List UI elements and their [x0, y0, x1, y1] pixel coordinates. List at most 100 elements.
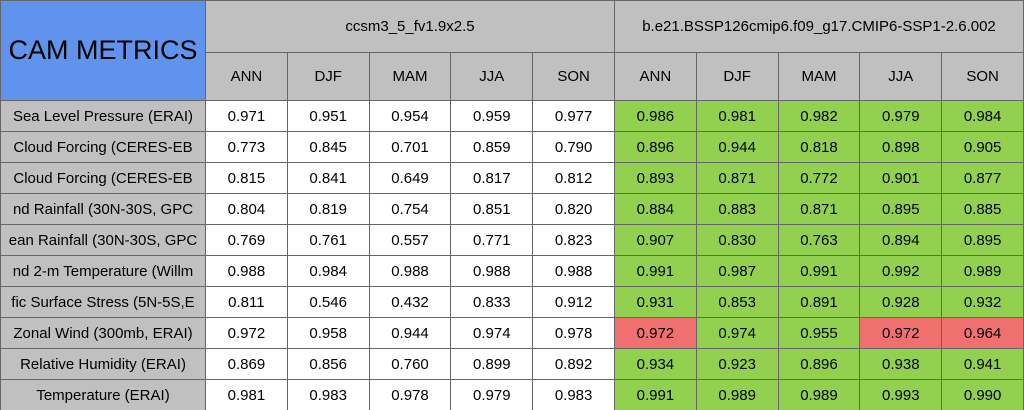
metric-cell: 0.974 [450, 317, 534, 349]
metric-cell: 0.877 [941, 162, 1024, 194]
metric-cell: 0.901 [859, 162, 943, 194]
metric-cell: 0.989 [941, 255, 1024, 287]
metric-cell: 0.974 [695, 317, 779, 349]
metric-cell: 0.845 [286, 131, 370, 163]
metric-cell: 0.944 [368, 317, 452, 349]
metric-cell: 0.981 [205, 379, 288, 410]
metric-cell: 0.964 [941, 317, 1024, 349]
metric-cell: 0.818 [777, 131, 861, 163]
season-header: DJF [286, 52, 370, 101]
metric-cell: 0.907 [613, 224, 697, 256]
metric-cell: 0.772 [777, 162, 861, 194]
metric-cell: 0.891 [777, 286, 861, 318]
data-row: Cloud Forcing (CERES-EB 0.815 0.841 0.649 0.… [0, 162, 1024, 194]
row-label: Cloud Forcing (CERES-EB [0, 162, 206, 194]
metric-cell: 0.992 [859, 255, 943, 287]
metric-cell: 0.546 [286, 286, 370, 318]
metric-cell: 0.760 [368, 348, 452, 380]
metric-cell: 0.649 [368, 162, 452, 194]
season-header: JJA [450, 52, 534, 101]
metric-cell: 0.984 [941, 100, 1024, 132]
data-row: Zonal Wind (300mb, ERAI) 0.972 0.958 0.944 0… [0, 317, 1024, 349]
metric-cell: 0.972 [205, 317, 288, 349]
metric-cell: 0.856 [286, 348, 370, 380]
metric-cell: 0.869 [205, 348, 288, 380]
metric-cell: 0.955 [777, 317, 861, 349]
metric-cell: 0.899 [450, 348, 534, 380]
metric-cell: 0.871 [777, 193, 861, 225]
metric-cell: 0.769 [205, 224, 288, 256]
metric-cell: 0.958 [286, 317, 370, 349]
metric-cell: 0.883 [695, 193, 779, 225]
row-label: Cloud Forcing (CERES-EB [0, 131, 206, 163]
data-row: Relative Humidity (ERAI) 0.869 0.856 0.760 0… [0, 348, 1024, 380]
metric-cell: 0.989 [695, 379, 779, 410]
metric-cell: 0.912 [532, 286, 615, 318]
metric-cell: 0.991 [613, 379, 697, 410]
metric-cell: 0.812 [532, 162, 615, 194]
metric-cell: 0.988 [368, 255, 452, 287]
metric-cell: 0.885 [941, 193, 1024, 225]
season-header: JJA [859, 52, 943, 101]
metric-cell: 0.991 [613, 255, 697, 287]
metric-cell: 0.981 [695, 100, 779, 132]
metric-cell: 0.979 [859, 100, 943, 132]
data-row: nd 2-m Temperature (Willm 0.988 0.984 0.988… [0, 255, 1024, 287]
metric-cell: 0.986 [613, 100, 697, 132]
season-header: ANN [205, 52, 288, 101]
metric-cell: 0.790 [532, 131, 615, 163]
metric-cell: 0.988 [205, 255, 288, 287]
metric-cell: 0.817 [450, 162, 534, 194]
season-header: ANN [613, 52, 697, 101]
metric-cell: 0.763 [777, 224, 861, 256]
metric-cell: 0.931 [613, 286, 697, 318]
metric-cell: 0.983 [532, 379, 615, 410]
season-header: MAM [777, 52, 861, 101]
row-label: Temperature (ERAI) [0, 379, 206, 410]
metric-cell: 0.954 [368, 100, 452, 132]
metric-cell: 0.938 [859, 348, 943, 380]
metric-cell: 0.896 [777, 348, 861, 380]
metric-cell: 0.988 [532, 255, 615, 287]
metric-cell: 0.928 [859, 286, 943, 318]
metric-cell: 0.841 [286, 162, 370, 194]
metric-cell: 0.982 [777, 100, 861, 132]
metric-cell: 0.993 [859, 379, 943, 410]
metric-cell: 0.984 [286, 255, 370, 287]
metric-cell: 0.761 [286, 224, 370, 256]
metric-cell: 0.972 [859, 317, 943, 349]
metric-cell: 0.971 [205, 100, 288, 132]
data-row: Temperature (ERAI) 0.981 0.983 0.978 0.979 0.… [0, 379, 1024, 410]
row-label: ean Rainfall (30N-30S, GPC [0, 224, 206, 256]
metric-cell: 0.823 [532, 224, 615, 256]
season-header: SON [532, 52, 615, 101]
metric-cell: 0.988 [450, 255, 534, 287]
metric-cell: 0.811 [205, 286, 288, 318]
season-row: ANN DJF MAM JJA SON ANN DJF MAM JJA SON [1, 52, 1024, 101]
metric-cell: 0.819 [286, 193, 370, 225]
metric-cell: 0.833 [450, 286, 534, 318]
metric-cell: 0.951 [286, 100, 370, 132]
data-row: fic Surface Stress (5N-5S,E 0.811 0.546 0.4… [0, 286, 1024, 318]
metric-cell: 0.959 [450, 100, 534, 132]
metric-cell: 0.896 [613, 131, 697, 163]
metric-cell: 0.990 [941, 379, 1024, 410]
metric-cell: 0.853 [695, 286, 779, 318]
row-label: Relative Humidity (ERAI) [0, 348, 206, 380]
metric-cell: 0.884 [613, 193, 697, 225]
metric-cell: 0.859 [450, 131, 534, 163]
metric-cell: 0.987 [695, 255, 779, 287]
season-header: MAM [368, 52, 452, 101]
metric-cell: 0.898 [859, 131, 943, 163]
data-row: Cloud Forcing (CERES-EB 0.773 0.845 0.701 0.… [0, 131, 1024, 163]
data-row: Sea Level Pressure (ERAI) 0.971 0.951 0.954… [0, 100, 1024, 132]
metric-cell: 0.701 [368, 131, 452, 163]
model-header: b.e21.BSSP126cmip6.f09_g17.CMIP6-SSP1-2.… [613, 0, 1024, 53]
row-label: nd 2-m Temperature (Willm [0, 255, 206, 287]
metric-cell: 0.820 [532, 193, 615, 225]
metric-cell: 0.932 [941, 286, 1024, 318]
metric-cell: 0.978 [368, 379, 452, 410]
metric-cell: 0.815 [205, 162, 288, 194]
metric-cell: 0.830 [695, 224, 779, 256]
